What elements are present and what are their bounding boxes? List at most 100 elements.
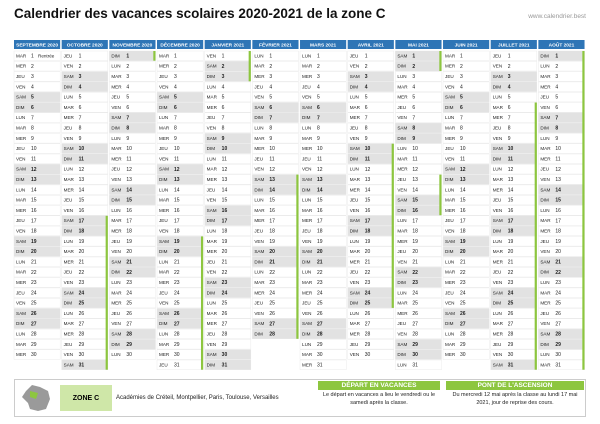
day-number: 11: [222, 156, 227, 162]
day-row: [204, 194, 252, 206]
day-number: 14: [412, 187, 418, 193]
weekday: VEN: [493, 352, 502, 357]
day-number: 15: [174, 198, 180, 204]
weekday: LUN: [64, 239, 73, 244]
day-number: 2: [31, 64, 34, 70]
weekday: JEU: [445, 146, 454, 151]
weekday: VEN: [493, 136, 502, 141]
day-row: [395, 298, 442, 309]
weekday: LUN: [397, 146, 406, 151]
weekday: MER: [445, 64, 456, 69]
weekday: MER: [159, 352, 170, 357]
day-number: 25: [508, 301, 514, 307]
day-number: 7: [460, 115, 463, 121]
day-number: 17: [174, 218, 180, 224]
weekday: SAM: [540, 331, 550, 336]
day-row: [252, 50, 299, 61]
weekday: MER: [397, 239, 408, 244]
day-number: 16: [412, 208, 418, 214]
day-number: 2: [365, 64, 368, 70]
weekday: DIM: [540, 342, 549, 347]
weekday: MER: [350, 259, 361, 264]
weekday: SAM: [350, 74, 360, 79]
weekday: MAR: [445, 270, 456, 275]
weekday: MER: [64, 331, 75, 336]
weekday: SAM: [302, 177, 312, 182]
day-number: 11: [365, 156, 371, 162]
day-row: [204, 339, 252, 350]
weekday: VEN: [350, 280, 359, 285]
weekday: JEU: [350, 53, 359, 58]
weekday: MAR: [111, 290, 122, 295]
weekday: JEU: [493, 198, 502, 203]
weekday: LUN: [64, 95, 73, 100]
weekday: MER: [302, 218, 313, 223]
day-row: [156, 225, 204, 237]
weekday: JEU: [493, 125, 502, 130]
day-row: [204, 318, 252, 329]
weekday: JEU: [350, 198, 359, 203]
day-row: [204, 225, 252, 237]
day-number: 20: [269, 249, 275, 255]
weekday: DIM: [397, 136, 406, 141]
weekday: LUN: [350, 167, 359, 172]
day-number: 12: [555, 167, 561, 173]
day-number: 29: [174, 342, 180, 348]
footer: [14, 379, 586, 417]
day-number: 9: [222, 136, 225, 142]
month-name: JUILLET 2021: [498, 42, 530, 48]
weekday: SAM: [254, 105, 264, 110]
weekday: JEU: [493, 53, 502, 58]
day-number: 22: [126, 270, 132, 276]
day-row: [156, 102, 204, 113]
weekday: JEU: [254, 84, 263, 89]
day-number: 7: [365, 115, 368, 121]
day-number: 3: [555, 74, 558, 80]
vacation-bar: [200, 236, 204, 370]
weekday: MER: [302, 146, 313, 151]
day-number: 28: [269, 332, 275, 338]
weekday: DIM: [302, 115, 311, 120]
day-row: [347, 122, 395, 133]
day-number: 10: [79, 146, 85, 152]
weekday: LUN: [16, 259, 25, 264]
weekday: JEU: [207, 331, 216, 336]
day-row: [13, 174, 61, 185]
day-row: [442, 50, 490, 61]
departure-box: DÉPART EN VACANCES Le départ en vacances…: [318, 381, 440, 409]
day-row: [395, 215, 442, 226]
day-number: 27: [317, 321, 323, 327]
month-name: JANVIER 2021: [211, 42, 244, 48]
weekday: MAR: [254, 64, 265, 69]
weekday: VEN: [302, 95, 311, 100]
day-number: 22: [508, 270, 514, 276]
day-number: 6: [555, 105, 558, 111]
day-row: [442, 277, 490, 288]
day-row: [299, 174, 347, 185]
weekday: DIM: [540, 270, 549, 275]
day-number: 26: [79, 311, 85, 317]
day-row: [442, 164, 490, 175]
day-number: 5: [412, 95, 415, 101]
day-number: 28: [79, 332, 85, 338]
day-number: 29: [222, 342, 228, 348]
day-number: 31: [508, 362, 514, 368]
day-number: 12: [126, 167, 132, 173]
weekday: MER: [540, 228, 551, 233]
weekday: MAR: [540, 74, 551, 79]
day-row: [156, 184, 204, 195]
weekday: SAM: [302, 249, 312, 254]
weekday: DIM: [302, 331, 311, 336]
weekday: MAR: [16, 198, 27, 203]
day-row: [395, 256, 442, 267]
day-row: [442, 71, 490, 82]
day-row: [442, 61, 490, 72]
weekday: JEU: [254, 156, 263, 161]
weekday: DIM: [111, 53, 120, 58]
day-number: 21: [174, 259, 180, 265]
day-number: 9: [508, 136, 511, 142]
day-number: 25: [460, 301, 466, 307]
weekday: DIM: [111, 125, 120, 130]
day-number: 25: [269, 301, 275, 307]
day-number: 10: [174, 146, 180, 152]
